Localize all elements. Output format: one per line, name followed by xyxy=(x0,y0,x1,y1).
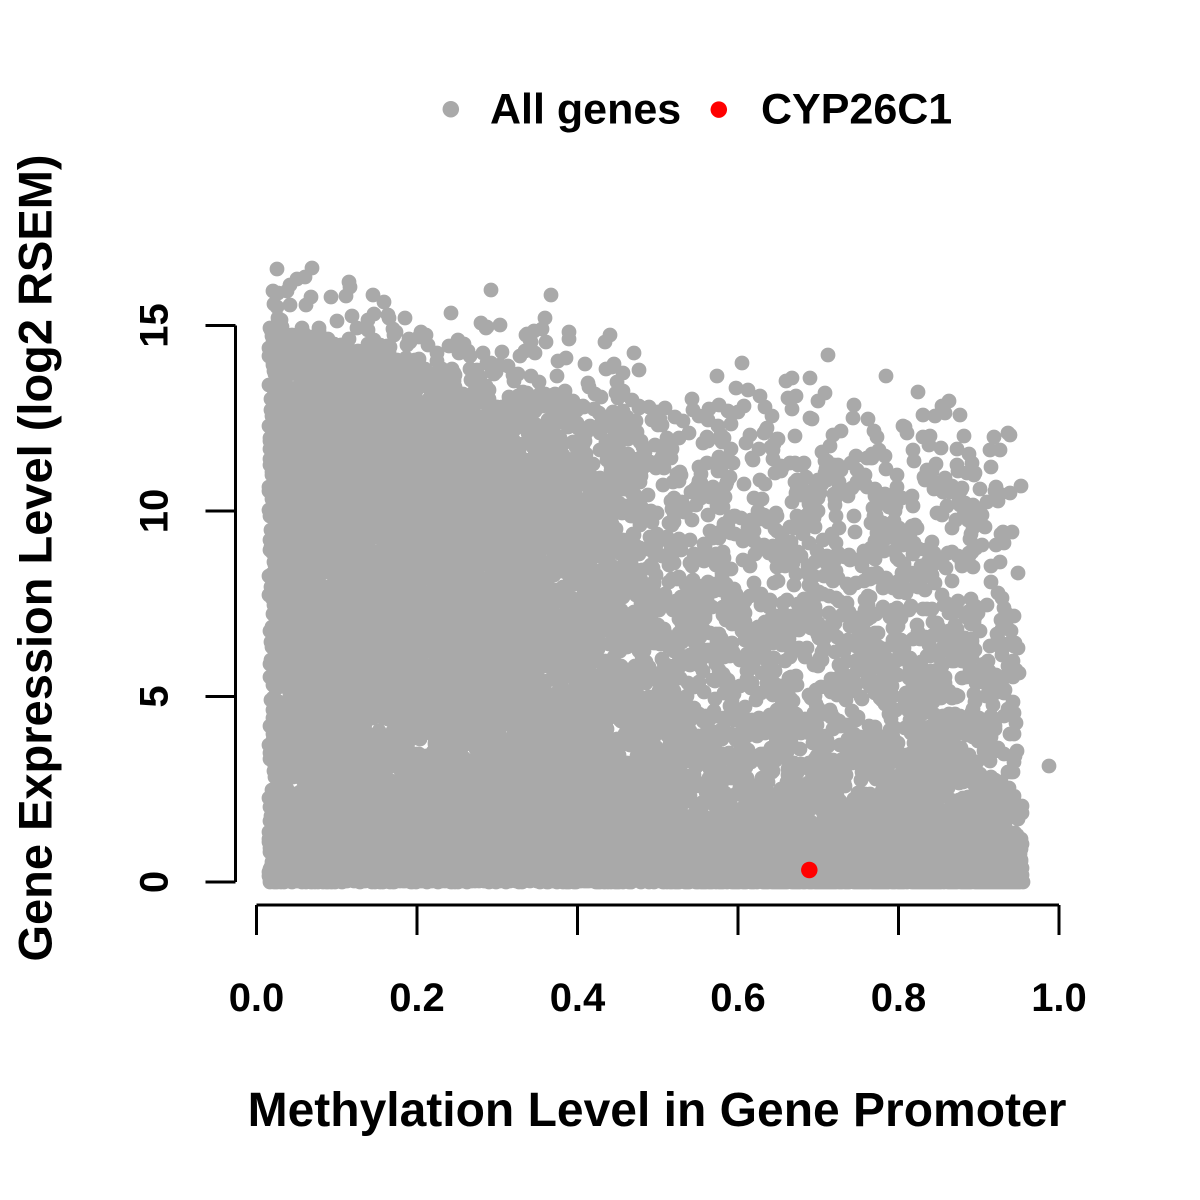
svg-text:0: 0 xyxy=(133,871,177,893)
svg-text:0.0: 0.0 xyxy=(229,976,285,1020)
svg-text:Methylation Level in Gene Prom: Methylation Level in Gene Promoter xyxy=(248,1084,1067,1137)
svg-text:0.4: 0.4 xyxy=(550,976,606,1020)
svg-text:CYP26C1: CYP26C1 xyxy=(761,86,952,134)
svg-text:All genes: All genes xyxy=(490,86,681,134)
svg-text:0.2: 0.2 xyxy=(389,976,445,1020)
svg-text:Gene Expression Level (log2 RS: Gene Expression Level (log2 RSEM) xyxy=(9,154,62,961)
svg-text:0.6: 0.6 xyxy=(710,976,766,1020)
svg-text:10: 10 xyxy=(133,489,177,534)
svg-text:1.0: 1.0 xyxy=(1031,976,1087,1020)
svg-text:0.8: 0.8 xyxy=(871,976,927,1020)
svg-text:15: 15 xyxy=(133,303,177,348)
svg-text:5: 5 xyxy=(133,685,177,707)
